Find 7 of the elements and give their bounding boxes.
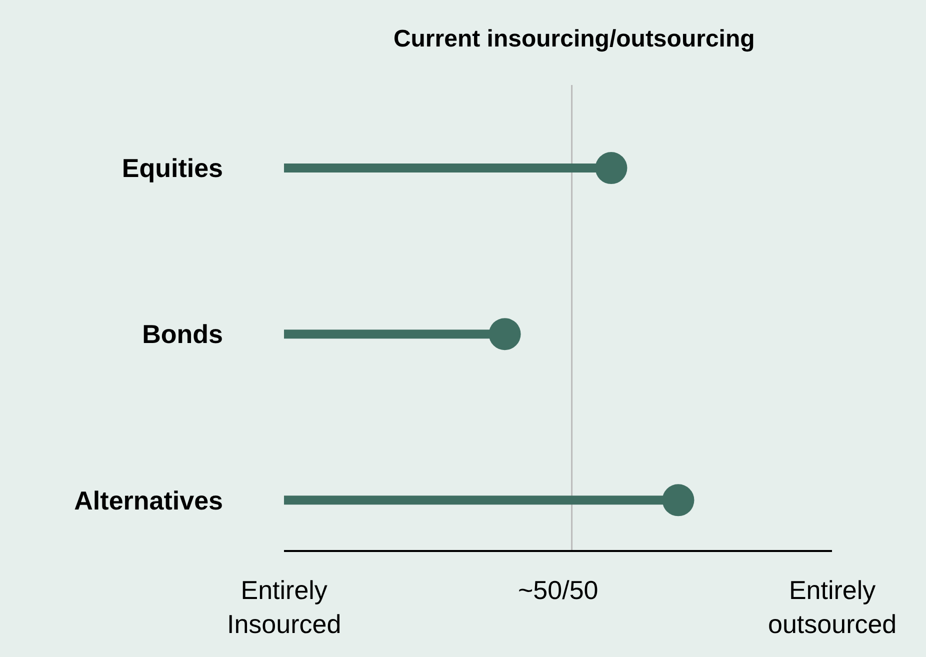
y-tick-label: Alternatives xyxy=(74,485,223,516)
chart-title: Current insourcing/outsourcing xyxy=(393,25,755,52)
text: ~50/50 xyxy=(518,575,598,605)
text: Entirely Insourced xyxy=(227,575,342,639)
text: Entirely outsourced xyxy=(768,575,897,639)
y-tick-label: Bonds xyxy=(142,319,223,350)
y-tick-label: Equities xyxy=(122,153,223,184)
